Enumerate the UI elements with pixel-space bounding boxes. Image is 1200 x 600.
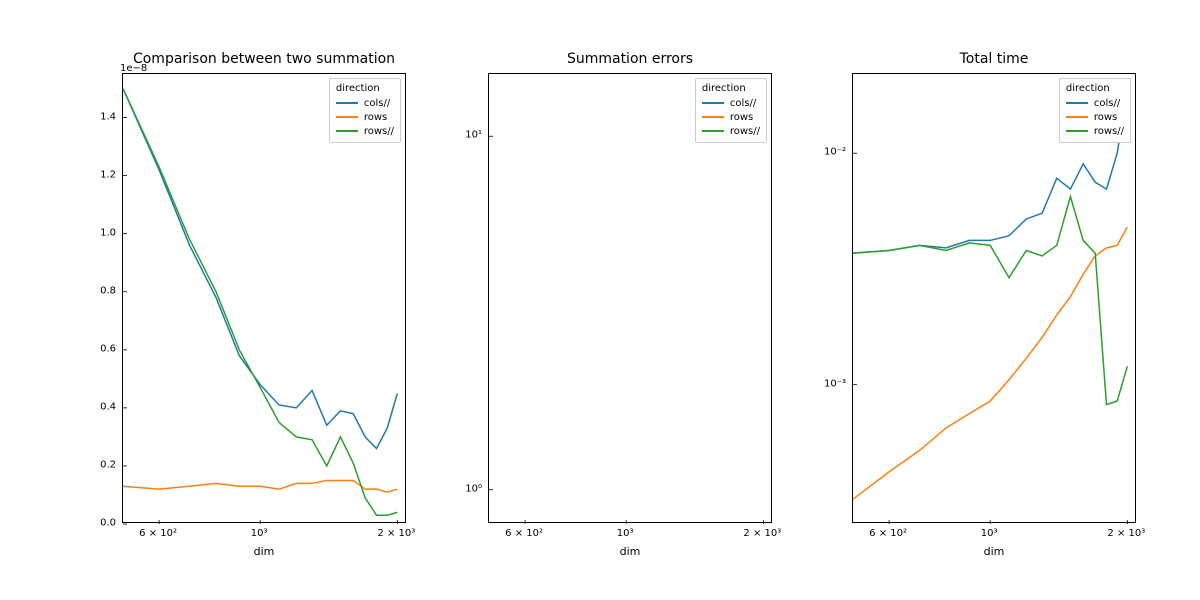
comparison-legend: direction cols// rows rows//	[329, 78, 401, 143]
legend-label: rows//	[364, 126, 394, 137]
errors-legend-item-rows_par: rows//	[702, 124, 760, 138]
comparison-legend-item-cols_par: cols//	[336, 96, 394, 110]
time-line-rows_par	[853, 197, 1127, 405]
comparison-ytick-3: 0.6	[100, 343, 116, 354]
comparison-ytick-5: 1.0	[100, 227, 116, 238]
errors-xtick-1: 10³	[617, 528, 634, 539]
time-legend-item-rows: rows	[1066, 110, 1124, 124]
comparison-ytick-7: 1.4	[100, 111, 116, 122]
legend-label: rows	[1094, 112, 1117, 123]
errors-legend-item-rows: rows	[702, 110, 760, 124]
legend-swatch-icon	[1066, 102, 1088, 104]
comparison-ytick-2: 0.4	[100, 401, 116, 412]
time-xtick-1: 10³	[981, 528, 998, 539]
comparison-line-rows_par	[123, 89, 397, 516]
legend-swatch-icon	[702, 116, 724, 118]
comparison-ytick-0: 0.0	[100, 518, 116, 529]
time-ytick-0: 10⁻³	[824, 378, 846, 389]
legend-label: rows//	[730, 126, 760, 137]
legend-swatch-icon	[336, 116, 358, 118]
time-xlabel: dim	[852, 545, 1136, 558]
legend-label: rows//	[1094, 126, 1124, 137]
legend-swatch-icon	[336, 130, 358, 132]
comparison-ytick-1: 0.2	[100, 459, 116, 470]
legend-label: cols//	[730, 98, 756, 109]
errors-legend: direction cols// rows rows//	[695, 78, 767, 143]
legend-swatch-icon	[336, 102, 358, 104]
comparison-line-rows	[123, 480, 397, 492]
comparison-legend-item-rows_par: rows//	[336, 124, 394, 138]
time-xtick-2: 2 × 10³	[1107, 528, 1145, 539]
time-legend-title: direction	[1066, 83, 1124, 94]
time-line-rows	[853, 227, 1127, 499]
legend-swatch-icon	[702, 130, 724, 132]
comparison-xtick-1: 10³	[251, 528, 268, 539]
comparison-ytick-4: 0.8	[100, 285, 116, 296]
errors-legend-item-cols_par: cols//	[702, 96, 760, 110]
time-legend-item-cols_par: cols//	[1066, 96, 1124, 110]
comparison-title: Comparison between two summation	[122, 51, 406, 67]
legend-swatch-icon	[702, 102, 724, 104]
comparison-legend-item-rows: rows	[336, 110, 394, 124]
legend-label: cols//	[364, 98, 390, 109]
time-legend: direction cols// rows rows//	[1059, 78, 1131, 143]
comparison-ytick-6: 1.2	[100, 169, 116, 180]
errors-ytick-1: 10¹	[465, 130, 482, 141]
time-xtick-0: 6 × 10²	[869, 528, 907, 539]
errors-xtick-2: 2 × 10³	[743, 528, 781, 539]
errors-legend-title: direction	[702, 83, 760, 94]
comparison-xtick-2: 2 × 10³	[377, 528, 415, 539]
legend-swatch-icon	[1066, 130, 1088, 132]
time-title: Total time	[852, 51, 1136, 67]
comparison-xlabel: dim	[122, 545, 406, 558]
time-ytick-1: 10⁻²	[824, 147, 846, 158]
time-legend-item-rows_par: rows//	[1066, 124, 1124, 138]
comparison-xtick-0: 6 × 10²	[139, 528, 177, 539]
legend-swatch-icon	[1066, 116, 1088, 118]
errors-title: Summation errors	[488, 51, 772, 67]
errors-ytick-0: 10⁰	[465, 483, 482, 494]
legend-label: rows	[730, 112, 753, 123]
errors-xlabel: dim	[488, 545, 772, 558]
legend-label: rows	[364, 112, 387, 123]
comparison-legend-title: direction	[336, 83, 394, 94]
legend-label: cols//	[1094, 98, 1120, 109]
errors-xtick-0: 6 × 10²	[505, 528, 543, 539]
